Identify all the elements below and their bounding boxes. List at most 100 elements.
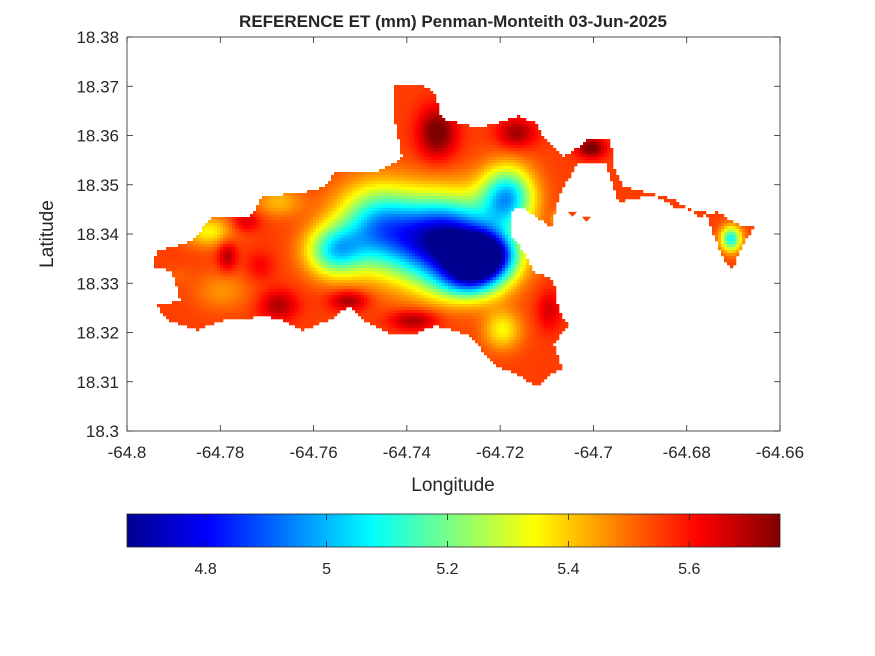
heatmap-cell	[211, 232, 215, 236]
heatmap-cell	[397, 250, 401, 254]
heatmap-cell	[412, 274, 416, 278]
heatmap-cell	[421, 328, 425, 332]
heatmap-cell	[373, 301, 377, 305]
heatmap-cell	[415, 169, 419, 173]
heatmap-cell	[367, 196, 371, 200]
heatmap-cell	[262, 277, 266, 281]
heatmap-cell	[265, 301, 269, 305]
heatmap-cell	[301, 322, 305, 326]
heatmap-cell	[457, 148, 461, 152]
heatmap-cell	[394, 298, 398, 302]
heatmap-cell	[286, 310, 290, 314]
heatmap-cell	[280, 295, 284, 299]
heatmap-cell	[457, 139, 461, 143]
heatmap-cell	[406, 241, 410, 245]
heatmap-cell	[451, 322, 455, 326]
heatmap-cell	[280, 310, 284, 314]
heatmap-cell	[427, 238, 431, 242]
heatmap-cell	[436, 202, 440, 206]
heatmap-cell	[268, 250, 272, 254]
heatmap-cell	[448, 178, 452, 182]
heatmap-cell	[250, 286, 254, 290]
heatmap-cell	[409, 193, 413, 197]
heatmap-cell	[358, 196, 362, 200]
heatmap-cell	[415, 268, 419, 272]
heatmap-cell	[184, 253, 188, 257]
heatmap-cell	[388, 178, 392, 182]
heatmap-cell	[271, 286, 275, 290]
heatmap-cell	[415, 235, 419, 239]
heatmap-cell	[460, 331, 464, 335]
heatmap-cell	[400, 256, 404, 260]
heatmap-cell	[301, 223, 305, 227]
heatmap-cell	[373, 205, 377, 209]
heatmap-cell	[286, 265, 290, 269]
heatmap-cell	[400, 169, 404, 173]
heatmap-cell	[433, 316, 437, 320]
heatmap-cell	[445, 136, 449, 140]
heatmap-cell	[373, 265, 377, 269]
heatmap-cell	[403, 139, 407, 143]
heatmap-cell	[355, 205, 359, 209]
heatmap-cell	[460, 127, 464, 131]
heatmap-cell	[457, 256, 461, 260]
heatmap-cell	[388, 310, 392, 314]
heatmap-cell	[373, 241, 377, 245]
heatmap-cell	[346, 277, 350, 281]
heatmap-cell	[298, 280, 302, 284]
heatmap-cell	[406, 322, 410, 326]
heatmap-cell	[322, 292, 326, 296]
heatmap-cell	[250, 295, 254, 299]
heatmap-cell	[430, 187, 434, 191]
heatmap-cell	[307, 214, 311, 218]
heatmap-cell	[322, 241, 326, 245]
heatmap-cell	[307, 262, 311, 266]
heatmap-cell	[256, 241, 260, 245]
heatmap-cell	[259, 262, 263, 266]
heatmap-cell	[364, 211, 368, 215]
heatmap-cell	[364, 193, 368, 197]
heatmap-cell	[193, 268, 197, 272]
heatmap-cell	[256, 238, 260, 242]
heatmap-cell	[235, 235, 239, 239]
heatmap-cell	[349, 199, 353, 203]
heatmap-cell	[250, 241, 254, 245]
heatmap-cell	[259, 214, 263, 218]
heatmap-cell	[268, 283, 272, 287]
heatmap-cell	[214, 316, 218, 320]
heatmap-cell	[400, 85, 404, 89]
heatmap-cell	[274, 310, 278, 314]
heatmap-cell	[322, 313, 326, 317]
heatmap-cell	[409, 214, 413, 218]
heatmap-cell	[427, 205, 431, 209]
heatmap-cell	[202, 280, 206, 284]
heatmap-cell	[406, 130, 410, 134]
heatmap-cell	[289, 283, 293, 287]
heatmap-cell	[349, 301, 353, 305]
heatmap-cell	[343, 196, 347, 200]
heatmap-cell	[286, 259, 290, 263]
heatmap-cell	[427, 217, 431, 221]
heatmap-cell	[397, 124, 401, 128]
heatmap-cell	[289, 259, 293, 263]
heatmap-cell	[307, 247, 311, 251]
heatmap-cell	[256, 208, 260, 212]
heatmap-cell	[403, 322, 407, 326]
heatmap-cell	[442, 307, 446, 311]
heatmap-cell	[361, 295, 365, 299]
heatmap-cell	[343, 184, 347, 188]
heatmap-cell	[382, 271, 386, 275]
heatmap-cell	[418, 91, 422, 95]
heatmap-cell	[385, 283, 389, 287]
heatmap-cell	[442, 247, 446, 251]
heatmap-cell	[292, 313, 296, 317]
heatmap-cell	[448, 322, 452, 326]
heatmap-cell	[253, 250, 257, 254]
heatmap-cell	[346, 265, 350, 269]
heatmap-cell	[295, 244, 299, 248]
heatmap-cell	[403, 241, 407, 245]
heatmap-cell	[442, 178, 446, 182]
heatmap-cell	[187, 274, 191, 278]
heatmap-cell	[202, 259, 206, 263]
heatmap-cell	[217, 217, 221, 221]
